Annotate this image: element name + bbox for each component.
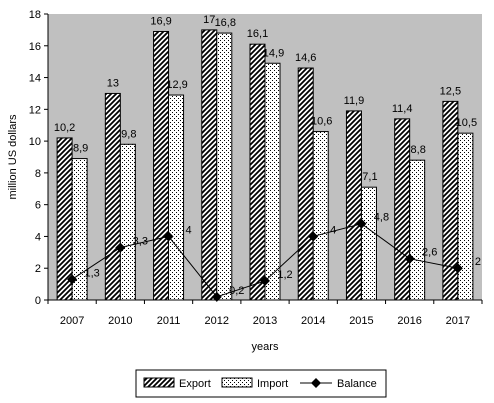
legend-label-export: Export (179, 378, 211, 390)
y-tick-label: 10 (29, 136, 41, 148)
data-label-export: 12,5 (440, 85, 461, 97)
bar-import (409, 159, 426, 301)
data-label-import: 12,9 (166, 79, 187, 91)
legend: Export Import Balance (135, 369, 387, 398)
x-tick-label: 2013 (253, 315, 277, 327)
legend-label-balance: Balance (337, 378, 377, 390)
balance-marker (115, 242, 126, 253)
data-label-export: 10,2 (54, 122, 75, 134)
data-label-import: 8,8 (411, 144, 426, 156)
bar-export (297, 67, 314, 301)
legend-label-import: Import (257, 378, 288, 390)
bar-export (394, 118, 411, 301)
x-tick-label: 2014 (301, 315, 325, 327)
bar-import (168, 94, 185, 301)
legend-swatch-export (143, 377, 175, 388)
balance-marker (211, 291, 222, 302)
legend-box (135, 369, 387, 398)
balance-marker (67, 274, 78, 285)
data-label-export: 11,9 (344, 95, 365, 107)
data-label-balance: 4,8 (374, 212, 389, 224)
bar-export (56, 137, 73, 301)
x-tick-label: 2015 (349, 315, 373, 327)
balance-marker (260, 275, 270, 286)
data-labels: 10,2 8,9 13 9,8 16,9 12,9 17 16,8 16,1 14,9 14,6 10… (54, 14, 481, 297)
data-label-export: 13 (107, 77, 119, 89)
data-label-export: 17 (203, 14, 215, 26)
balance-marker (163, 231, 174, 242)
data-label-balance: 0,2 (229, 285, 244, 297)
bar-import (264, 62, 281, 301)
y-tick-label: 2 (35, 263, 41, 275)
data-label-balance: 3,3 (133, 236, 148, 248)
bar-import (360, 186, 377, 301)
balance-marker (452, 263, 463, 274)
data-label-export: 11,4 (392, 103, 413, 115)
y-tick-label: 8 (35, 168, 41, 180)
data-label-export: 16,9 (150, 15, 171, 27)
legend-swatch-import (221, 377, 253, 388)
x-tick-label: 2010 (108, 315, 132, 327)
data-label-balance: 4 (330, 224, 336, 236)
data-label-export: 16,1 (247, 28, 268, 40)
balance-line (67, 218, 463, 302)
balance-marker (404, 253, 415, 264)
data-label-import: 9,8 (121, 128, 136, 140)
y-tick-label: 4 (35, 231, 41, 243)
data-label-import: 14,9 (263, 47, 284, 59)
bar-import (71, 158, 88, 301)
x-tick-label: 2012 (205, 315, 229, 327)
bar-import (457, 132, 474, 301)
balance-marker (308, 231, 319, 242)
data-label-balance: 1,3 (84, 267, 99, 279)
y-tick-label: 16 (29, 41, 41, 53)
bar-import (119, 143, 136, 301)
data-label-balance: 2 (475, 256, 481, 268)
data-label-import: 10,6 (311, 116, 332, 128)
data-label-import: 8,9 (73, 143, 88, 155)
x-tick-label: 2007 (60, 315, 84, 327)
y-axis: 0 2 4 6 8 10 12 14 16 18 (29, 9, 49, 307)
bar-export (249, 43, 266, 301)
bar-import (216, 32, 233, 301)
y-tick-label: 12 (29, 104, 41, 116)
data-label-balance: 2,6 (422, 247, 437, 259)
data-label-balance: 1,2 (277, 269, 292, 281)
bar-import (312, 131, 329, 301)
x-axis-title: years (252, 341, 279, 353)
data-label-import: 10,5 (456, 117, 477, 129)
legend-marker-balance (311, 378, 321, 388)
x-tick-label: 2016 (397, 315, 421, 327)
y-axis-title: million US dollars (7, 114, 19, 199)
y-tick-label: 6 (35, 200, 41, 212)
y-tick-label: 0 (35, 295, 41, 307)
x-tick-label: 2017 (446, 315, 470, 327)
y-tick-label: 14 (29, 73, 41, 85)
data-label-export: 14,6 (295, 52, 316, 64)
bar-export (201, 29, 218, 301)
data-label-import: 16,8 (215, 17, 236, 29)
x-tick-label: 2011 (157, 315, 181, 327)
data-label-import: 7,1 (362, 171, 377, 183)
bar-export (153, 30, 170, 301)
x-axis: 2007 2010 2011 2012 2013 2014 2015 2016 2017 (47, 299, 483, 327)
bars (56, 29, 474, 301)
data-label-balance: 4 (185, 224, 191, 236)
balance-marker (356, 218, 367, 229)
y-tick-label: 18 (29, 9, 41, 21)
bar-export (104, 92, 121, 301)
bar-export (345, 110, 362, 301)
